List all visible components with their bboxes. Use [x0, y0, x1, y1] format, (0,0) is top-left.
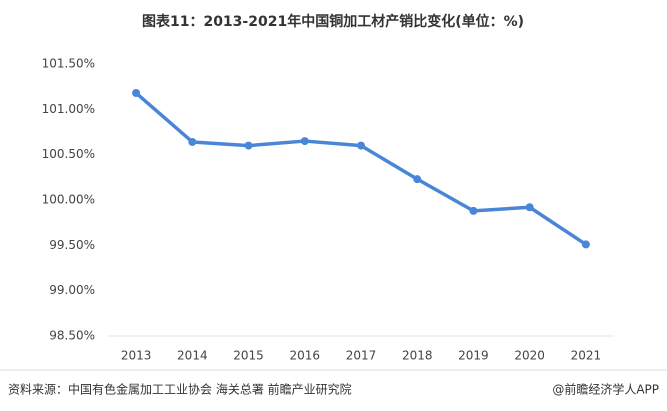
- x-tick-label: 2020: [514, 349, 545, 363]
- point: [300, 137, 309, 146]
- point: [357, 141, 365, 150]
- x-tick-label: 2013: [121, 349, 152, 363]
- y-tick-label: 101.50%: [42, 57, 95, 71]
- chart-title: 图表11：2013-2021年中国铜加工材产销比变化(单位：%): [142, 13, 524, 30]
- point: [469, 206, 478, 215]
- point: [413, 175, 422, 184]
- y-tick-label: 98.50%: [49, 329, 95, 343]
- point: [525, 203, 534, 212]
- point: [581, 240, 590, 249]
- y-tick-label: 100.00%: [42, 193, 95, 207]
- y-tick-label: 100.50%: [42, 147, 95, 161]
- x-tick-label: 2016: [290, 349, 321, 363]
- point: [132, 89, 141, 98]
- point: [244, 141, 253, 150]
- x-tick-label: 2014: [177, 349, 208, 363]
- x-tick-label: 2019: [458, 349, 489, 363]
- x-tick-label: 2017: [346, 349, 377, 363]
- credit: @前瞻经济学人APP: [552, 382, 659, 397]
- line: [134, 91, 587, 246]
- point: [188, 137, 197, 146]
- y-tick-label: 99.50%: [49, 238, 95, 252]
- x-tick-label: 2015: [233, 349, 264, 363]
- x-tick-label: 2021: [571, 349, 602, 363]
- y-tick-label: 99.00%: [49, 283, 95, 297]
- x-tick-label: 2018: [402, 349, 433, 363]
- y-tick-label: 101.00%: [42, 102, 95, 116]
- source: 资料来源：中国有色金属加工工业协会 海关总署 前瞻产业研究院: [8, 382, 352, 397]
